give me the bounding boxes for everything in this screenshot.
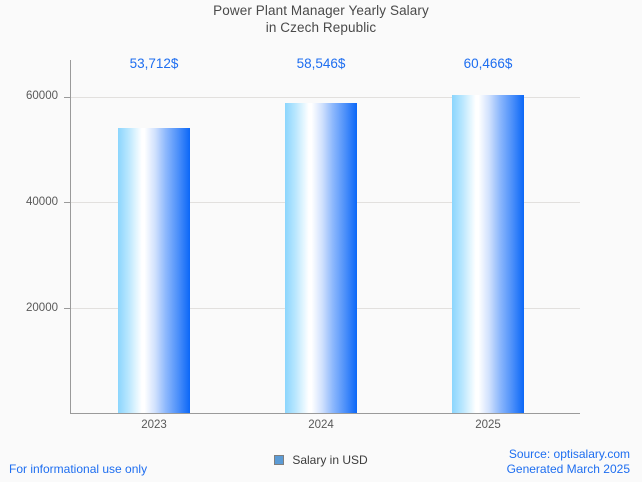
gridline-60000 [70,97,580,98]
bar-2025[interactable] [452,95,524,413]
source-text: Source: optisalary.com [508,447,630,461]
bar-value-label-2025: 60,466$ [463,56,513,71]
ytick-label-20000: 20000 [26,302,58,314]
y-axis-line [70,60,71,413]
bar-value-label-2024: 58,546$ [296,56,346,71]
xtick-label-2023: 2023 [141,419,167,431]
ytick-mark-40000 [64,202,70,203]
source-block: Source: optisalary.com Generated March 2… [507,447,630,476]
plot-area [64,60,580,413]
ytick-mark-60000 [64,97,70,98]
bar-2023[interactable] [118,128,190,413]
ytick-mark-20000 [64,308,70,309]
xtick-label-2024: 2024 [308,419,334,431]
chart-title-line-2: in Czech Republic [265,19,377,35]
ytick-label-60000: 60000 [26,90,58,102]
xtick-label-2025: 2025 [475,419,501,431]
bar-2024[interactable] [285,103,357,413]
legend-item-salary-in-usd[interactable]: Salary in USD [268,451,373,469]
x-axis-line [70,413,580,414]
chart-legend: Salary in USD [0,451,642,469]
legend-item-label: Salary in USD [292,453,368,467]
chart-title: Power Plant Manager Yearly Salary in Cze… [0,3,642,36]
disclaimer-text: For informational use only [9,462,148,476]
generated-text: Generated March 2025 [506,461,630,476]
ytick-label-40000: 40000 [26,196,58,208]
chart-title-line-1: Power Plant Manager Yearly Salary [213,3,429,18]
legend-swatch-icon [274,455,285,465]
bar-value-label-2023: 53,712$ [129,56,179,71]
